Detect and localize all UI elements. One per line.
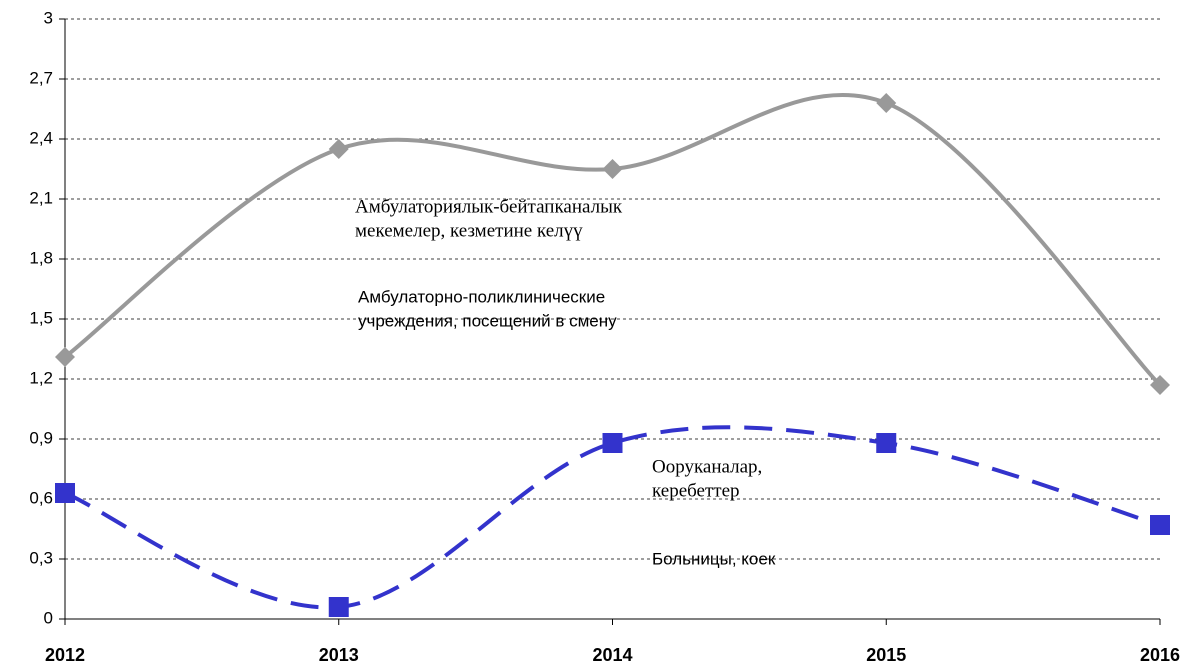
marker bbox=[328, 597, 349, 617]
y-tick-label: 0,9 bbox=[29, 428, 53, 447]
line bbox=[63, 92, 1162, 387]
x-tick-label: 2012 bbox=[45, 645, 85, 665]
marker bbox=[876, 93, 897, 113]
y-tick-label: 1,8 bbox=[29, 248, 53, 267]
marker bbox=[876, 433, 897, 453]
annotation: Больницы, коек bbox=[652, 549, 776, 568]
x-tick-label: 2015 bbox=[866, 645, 906, 665]
y-tick-label: 2,7 bbox=[29, 68, 53, 87]
marker bbox=[602, 433, 623, 453]
y-tick-label: 0 bbox=[44, 608, 53, 627]
x-tick-label: 2013 bbox=[319, 645, 359, 665]
annotation: керебеттер bbox=[652, 480, 740, 501]
y-tick-label: 0,3 bbox=[29, 548, 53, 567]
marker bbox=[1150, 375, 1170, 395]
y-tick-label: 0,6 bbox=[29, 488, 53, 507]
y-tick-label: 3 bbox=[44, 8, 53, 27]
line bbox=[64, 425, 1161, 610]
annotation: Ооруканалар, bbox=[652, 456, 762, 477]
x-tick-label: 2014 bbox=[592, 645, 632, 665]
annotation: учреждения, посещений в смену bbox=[358, 311, 617, 330]
annotation: Амбулаторно-поликлинические bbox=[358, 287, 605, 306]
marker bbox=[55, 347, 75, 367]
marker bbox=[1150, 515, 1170, 535]
marker bbox=[602, 159, 623, 179]
annotation: Амбулаториялык-бейтапканалык bbox=[355, 196, 623, 217]
x-tick-label: 2016 bbox=[1140, 645, 1180, 665]
annotation: мекемелер, кезметине келүү bbox=[355, 220, 583, 241]
y-tick-label: 2,1 bbox=[29, 188, 53, 207]
y-tick-label: 2,4 bbox=[29, 128, 53, 147]
y-tick-label: 1,2 bbox=[29, 368, 53, 387]
y-tick-label: 1,5 bbox=[29, 308, 53, 327]
marker bbox=[55, 483, 75, 503]
marker bbox=[328, 139, 349, 159]
